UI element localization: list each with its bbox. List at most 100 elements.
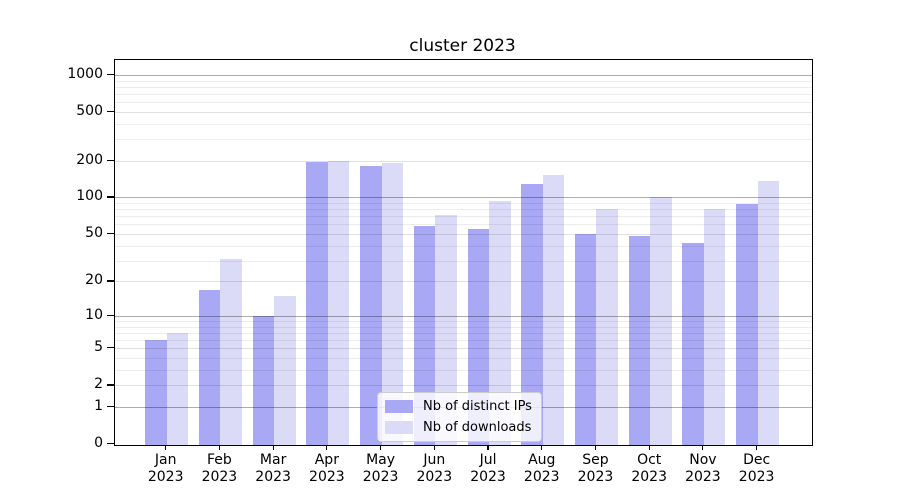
- x-tick-label: Nov 2023: [685, 452, 721, 485]
- y-tick-label: 20: [85, 272, 103, 289]
- gridline-y-8: [115, 326, 812, 328]
- legend-item-downloads: Nb of downloads: [385, 419, 532, 436]
- gridline-y-600: [115, 102, 812, 104]
- gridline-y-2: [115, 385, 812, 387]
- x-tick-label: Jul 2023: [470, 452, 506, 485]
- plot-area: [114, 59, 813, 446]
- bar-downloads-feb: [220, 258, 242, 445]
- gridline-y-40: [115, 245, 812, 247]
- gridline-y-3: [115, 369, 812, 371]
- gridline-y-20: [115, 281, 812, 283]
- gridline-y-5: [115, 348, 812, 350]
- y-tick-label: 0: [94, 435, 103, 451]
- bar-ips-jul: [467, 228, 490, 445]
- bar-ips-mar: [252, 315, 275, 445]
- legend-item-distinct-ips: Nb of distinct IPs: [385, 398, 532, 415]
- y-tick-label: 1000: [67, 65, 103, 82]
- gridline-y-800: [115, 86, 812, 88]
- y-tick-label: 200: [76, 151, 103, 168]
- bar-downloads-apr: [327, 160, 350, 445]
- x-tick-label: Dec 2023: [738, 452, 775, 485]
- x-tick-mark: [165, 445, 167, 450]
- gridline-y-50: [115, 233, 812, 235]
- y-tick-label: 100: [76, 188, 103, 205]
- y-tick-mark: [107, 110, 114, 113]
- y-tick-mark: [107, 196, 114, 198]
- gridline-y-200: [115, 160, 812, 162]
- y-tick-mark: [107, 314, 114, 317]
- bar-downloads-mar: [274, 295, 296, 445]
- gridline-y-500: [115, 111, 812, 113]
- y-tick-mark: [107, 73, 114, 76]
- x-tick-label: Apr 2023: [309, 452, 345, 485]
- x-tick-label: May 2023: [362, 452, 399, 485]
- y-tick-mark: [107, 384, 114, 386]
- x-tick-mark: [702, 445, 704, 450]
- bar-downloads-jul: [489, 201, 511, 445]
- x-tick-mark: [379, 445, 382, 450]
- bar-ips-oct: [628, 236, 651, 445]
- gridline-y-9: [115, 321, 812, 322]
- distinct-ips-swatch: [385, 400, 413, 413]
- gridline-y-90: [115, 203, 812, 205]
- bar-ips-jan: [145, 340, 167, 445]
- x-tick-mark: [272, 445, 274, 450]
- y-tick-mark: [107, 232, 114, 235]
- x-tick-mark: [541, 445, 543, 450]
- bar-ips-apr: [306, 162, 328, 445]
- x-tick-mark: [487, 445, 489, 450]
- gridline-y-300: [115, 139, 812, 141]
- bar-ips-feb: [198, 289, 221, 445]
- bar-ips-sep: [574, 233, 597, 445]
- y-tick-label: 50: [85, 224, 103, 241]
- x-tick-mark: [756, 445, 758, 450]
- x-tick-label: Jan 2023: [147, 452, 184, 485]
- y-tick-label: 2: [94, 376, 103, 393]
- gridline-y-900: [115, 80, 812, 82]
- x-tick-label: Jun 2023: [416, 452, 453, 485]
- legend-label: Nb of downloads: [423, 420, 532, 435]
- bar-ips-may: [360, 165, 382, 445]
- y-tick-label: 1: [94, 397, 103, 414]
- gridline-y-60: [115, 224, 812, 226]
- x-tick-label: Aug 2023: [523, 452, 560, 485]
- x-tick-mark: [326, 445, 328, 450]
- y-tick-mark: [107, 443, 114, 445]
- downloads-swatch: [385, 421, 413, 434]
- y-tick-label: 10: [85, 306, 103, 323]
- y-tick-label: 500: [76, 102, 103, 119]
- x-tick-label: Mar 2023: [255, 452, 291, 485]
- bar-downloads-jan: [166, 332, 189, 445]
- y-tick-mark: [107, 405, 114, 408]
- gridline-y-10: [115, 315, 812, 317]
- gridline-y-30: [115, 260, 812, 262]
- gridline-y-70: [115, 216, 812, 218]
- bar-ips-nov: [682, 243, 704, 445]
- chart-title: cluster 2023: [409, 36, 516, 56]
- y-tick-label: 5: [94, 339, 103, 356]
- y-tick-mark: [107, 280, 114, 282]
- gridline-y-1000: [115, 74, 812, 76]
- bar-ips-dec: [736, 204, 758, 445]
- x-tick-mark: [594, 445, 597, 450]
- bar-downloads-aug: [542, 175, 565, 445]
- x-tick-label: Oct 2023: [631, 452, 667, 485]
- x-tick-label: Sep 2023: [577, 452, 614, 485]
- bar-ips-aug: [521, 183, 543, 445]
- legend-label: Nb of distinct IPs: [423, 399, 532, 414]
- gridline-y-700: [115, 93, 812, 95]
- x-tick-mark: [648, 445, 650, 450]
- y-tick-mark: [107, 347, 114, 349]
- gridline-y-80: [115, 209, 812, 211]
- bar-downloads-oct: [650, 197, 672, 445]
- gridline-y-6: [115, 340, 812, 342]
- bar-ips-jun: [413, 226, 436, 445]
- bar-downloads-nov: [703, 209, 726, 445]
- x-tick-mark: [218, 445, 220, 450]
- gridline-y-400: [115, 123, 812, 125]
- gridline-y-100: [115, 197, 812, 199]
- x-tick-label: Feb 2023: [201, 452, 238, 485]
- legend: Nb of distinct IPs Nb of downloads: [377, 392, 542, 442]
- gridline-y-4: [115, 358, 812, 360]
